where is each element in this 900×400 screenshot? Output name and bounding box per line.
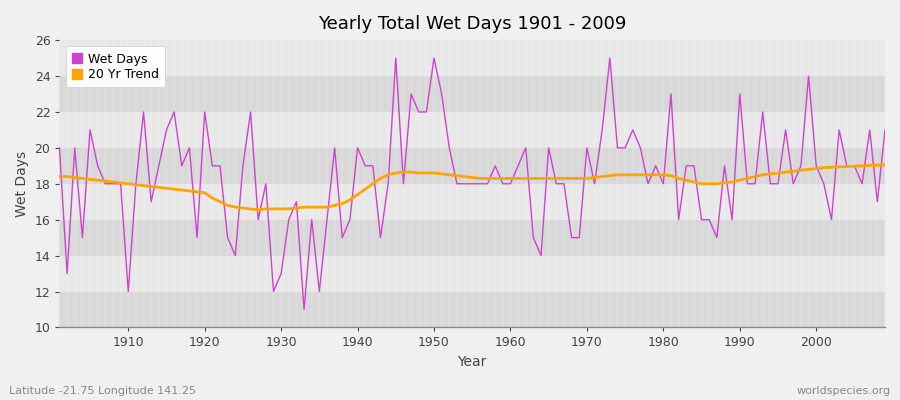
X-axis label: Year: Year bbox=[457, 355, 487, 369]
Bar bbox=[59, 220, 885, 256]
Wet Days bbox=[337, 235, 347, 240]
Bar bbox=[59, 292, 885, 328]
Line: Wet Days: Wet Days bbox=[59, 58, 885, 310]
20 Yr Trend bbox=[513, 176, 524, 181]
Wet Days bbox=[520, 146, 531, 150]
Bar bbox=[59, 112, 885, 148]
20 Yr Trend bbox=[337, 201, 347, 206]
20 Yr Trend bbox=[291, 206, 302, 210]
20 Yr Trend bbox=[115, 180, 126, 185]
Title: Yearly Total Wet Days 1901 - 2009: Yearly Total Wet Days 1901 - 2009 bbox=[318, 15, 626, 33]
20 Yr Trend bbox=[253, 208, 264, 212]
Wet Days bbox=[284, 217, 294, 222]
20 Yr Trend bbox=[605, 173, 616, 178]
Bar bbox=[59, 76, 885, 112]
Bar bbox=[59, 184, 885, 220]
Text: worldspecies.org: worldspecies.org bbox=[796, 386, 891, 396]
Wet Days bbox=[299, 307, 310, 312]
Wet Days bbox=[115, 181, 126, 186]
Wet Days bbox=[612, 146, 623, 150]
Line: 20 Yr Trend: 20 Yr Trend bbox=[59, 165, 885, 210]
Bar bbox=[59, 148, 885, 184]
Wet Days bbox=[391, 56, 401, 60]
Wet Days bbox=[54, 146, 65, 150]
Wet Days bbox=[879, 128, 890, 132]
Y-axis label: Wet Days: Wet Days bbox=[15, 151, 29, 217]
Legend: Wet Days, 20 Yr Trend: Wet Days, 20 Yr Trend bbox=[66, 46, 166, 87]
Wet Days bbox=[513, 164, 524, 168]
Text: Latitude -21.75 Longitude 141.25: Latitude -21.75 Longitude 141.25 bbox=[9, 386, 196, 396]
20 Yr Trend bbox=[879, 162, 890, 167]
Bar bbox=[59, 40, 885, 76]
20 Yr Trend bbox=[54, 174, 65, 179]
20 Yr Trend bbox=[505, 176, 516, 181]
Bar bbox=[59, 256, 885, 292]
